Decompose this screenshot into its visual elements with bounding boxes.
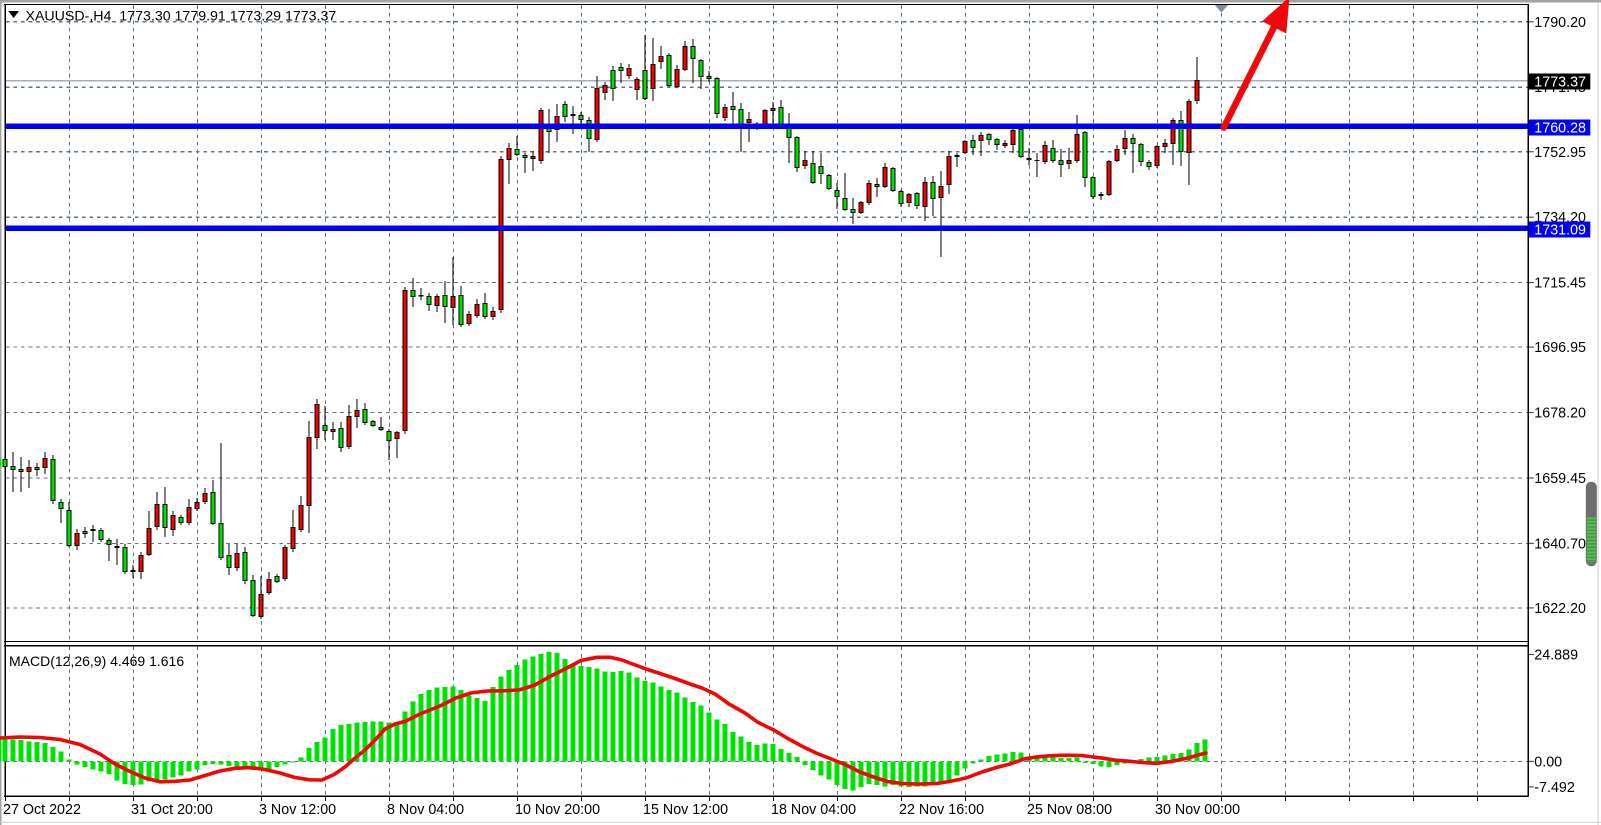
svg-text:31 Oct 20:00: 31 Oct 20:00 xyxy=(131,802,213,818)
svg-text:-7.492: -7.492 xyxy=(1534,780,1575,796)
svg-text:30 Nov 00:00: 30 Nov 00:00 xyxy=(1155,802,1240,818)
svg-text:1640.70: 1640.70 xyxy=(1534,536,1586,552)
svg-text:1731.09: 1731.09 xyxy=(1534,223,1586,239)
svg-text:15 Nov 12:00: 15 Nov 12:00 xyxy=(643,802,728,818)
svg-text:18 Nov 04:00: 18 Nov 04:00 xyxy=(771,802,856,818)
svg-text:MACD(12,26,9) 4.469 1.616: MACD(12,26,9) 4.469 1.616 xyxy=(9,653,184,669)
svg-text:24.889: 24.889 xyxy=(1534,648,1578,664)
svg-text:0.00: 0.00 xyxy=(1534,754,1562,770)
svg-text:8 Nov 04:00: 8 Nov 04:00 xyxy=(387,802,464,818)
svg-text:1752.95: 1752.95 xyxy=(1534,145,1586,161)
svg-text:1678.20: 1678.20 xyxy=(1534,406,1586,422)
svg-text:22 Nov 16:00: 22 Nov 16:00 xyxy=(899,802,984,818)
svg-text:1659.45: 1659.45 xyxy=(1534,471,1586,487)
svg-text:1715.45: 1715.45 xyxy=(1534,276,1586,292)
svg-text:XAUUSD-,H4 1773.30 1779.91 17: XAUUSD-,H4 1773.30 1779.91 1773.29 1773.… xyxy=(26,9,337,25)
svg-text:3 Nov 12:00: 3 Nov 12:00 xyxy=(259,802,336,818)
svg-text:1760.28: 1760.28 xyxy=(1534,121,1586,137)
svg-text:10 Nov 20:00: 10 Nov 20:00 xyxy=(515,802,600,818)
svg-text:25 Nov 08:00: 25 Nov 08:00 xyxy=(1027,802,1112,818)
svg-text:1622.20: 1622.20 xyxy=(1534,601,1586,617)
svg-text:1696.95: 1696.95 xyxy=(1534,340,1586,356)
svg-text:27 Oct 2022: 27 Oct 2022 xyxy=(3,802,81,818)
svg-text:1773.37: 1773.37 xyxy=(1534,75,1586,91)
svg-text:1790.20: 1790.20 xyxy=(1534,15,1586,31)
